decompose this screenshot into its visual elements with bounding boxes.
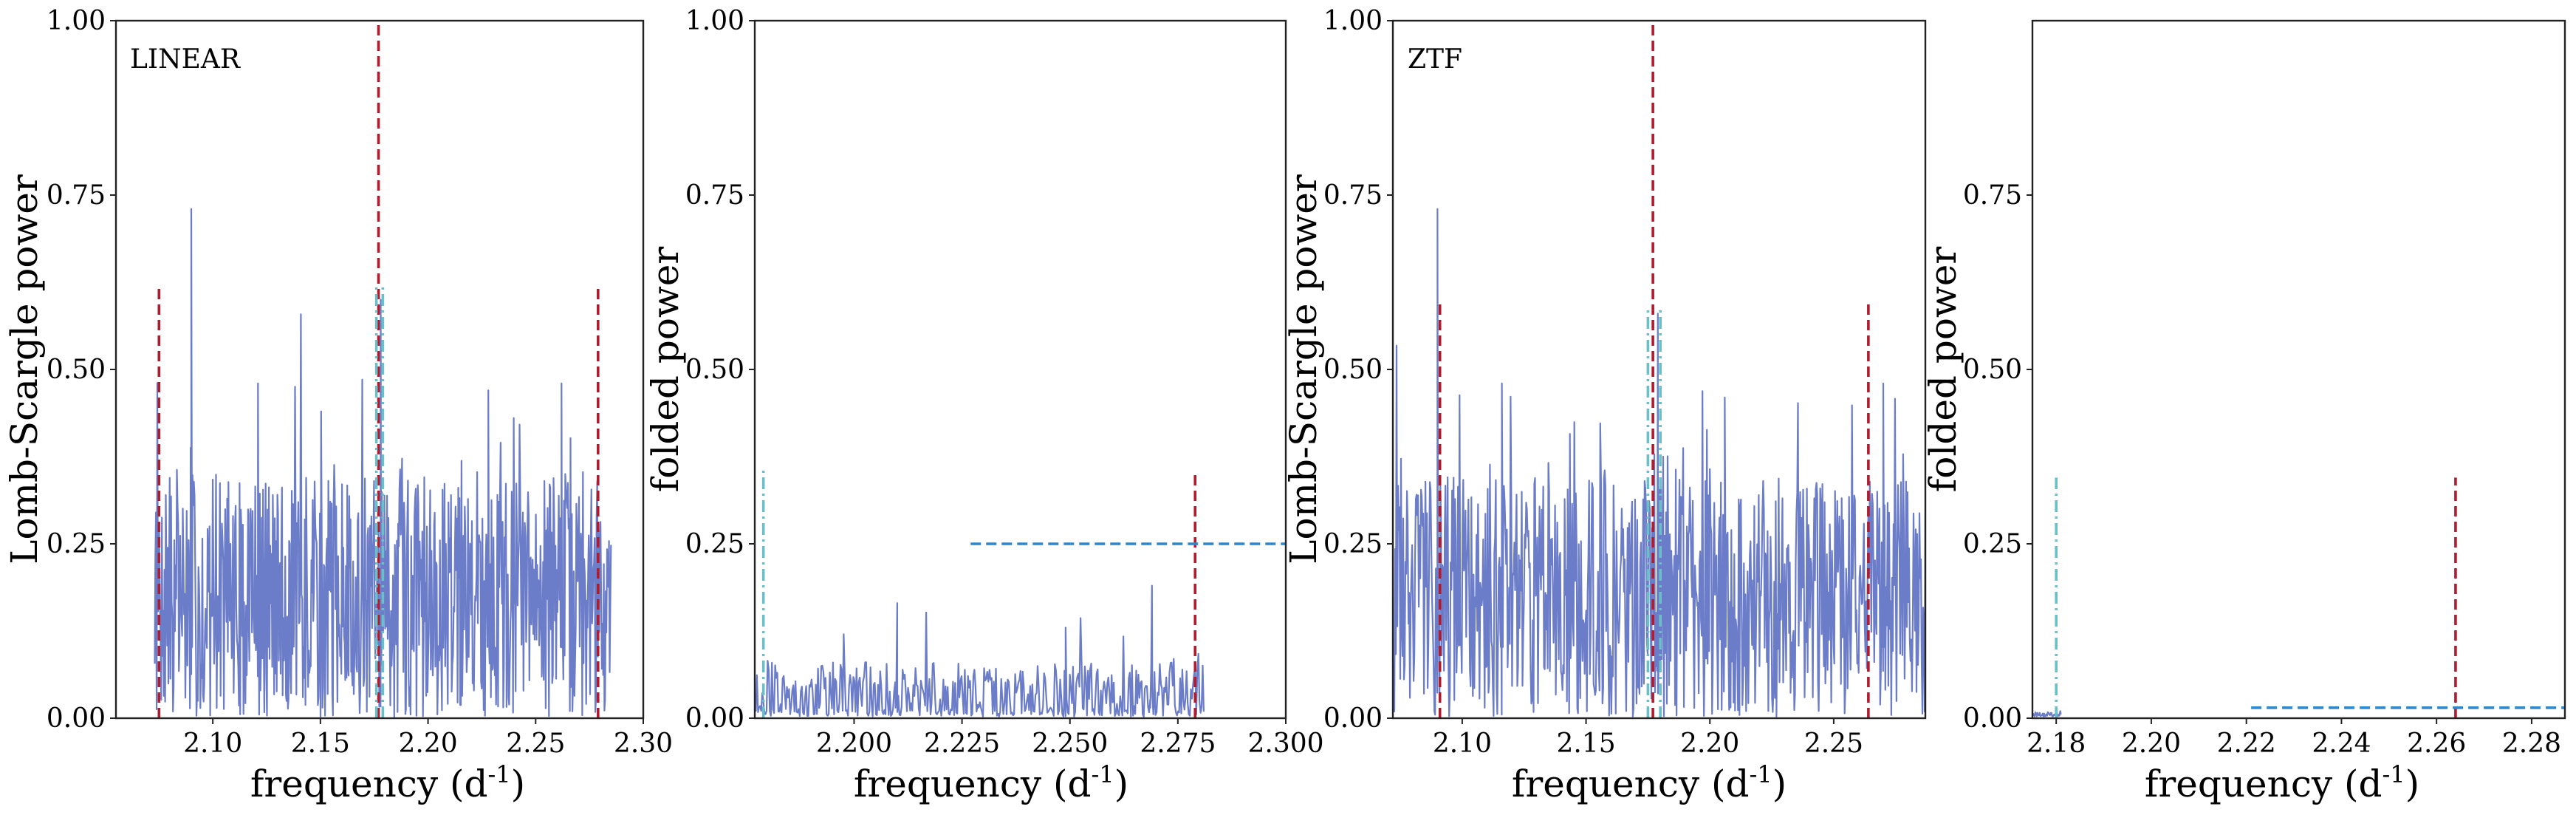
y-tick-label: 0.75 [47,180,106,211]
x-tick-label: 2.22 [2217,729,2276,759]
x-axis-title: frequency (d-1) [250,760,525,805]
y-axis-title: Lomb-Scargle power [1282,174,1325,565]
plot-area [1393,21,1925,718]
x-axis-title: frequency (d-1) [1512,760,1787,805]
y-tick-label: 1.00 [47,6,106,36]
y-tick-label: 0.00 [1963,703,2022,734]
power-series-line [1393,208,1925,717]
y-axis-title: Lomb-Scargle power [3,174,46,565]
y-axis-title: folded power [1922,247,1964,493]
x-tick-label: 2.25 [506,729,565,759]
x-tick-label: 2.225 [924,729,1000,759]
panel-label-ztf: ZTF [1408,44,1462,75]
y-tick-label: 0.50 [1963,355,2022,385]
y-tick-label: 0.75 [685,180,744,211]
x-tick-label: 2.15 [1556,729,1615,759]
x-tick-label: 2.25 [1804,729,1863,759]
y-tick-label: 1.00 [1323,6,1383,36]
y-tick-label: 0.00 [685,703,744,734]
x-tick-label: 2.15 [291,729,350,759]
x-tick-label: 2.10 [183,729,242,759]
x-tick-label: 2.10 [1433,729,1492,759]
x-tick-label: 2.26 [2407,729,2466,759]
x-axis-title: frequency (d-1) [2145,760,2419,805]
y-axis-title: folded power [644,247,687,493]
x-tick-label: 2.200 [816,729,892,759]
plot-area [755,470,1286,718]
x-tick-label: 2.28 [2502,729,2561,759]
x-tick-label: 2.250 [1032,729,1108,759]
panel-label-linear: LINEAR [130,44,241,75]
y-tick-label: 0.75 [1963,180,2022,211]
power-series-line [755,584,1205,718]
plot-area [154,21,612,718]
x-tick-label: 2.20 [398,729,457,759]
panel-linear-folded: frequency (d-1) folded power 0.00 0.25 0.5… [644,6,1324,805]
x-tick-label: 2.30 [614,729,673,759]
x-tick-label: 2.275 [1140,729,1216,759]
y-tick-label: 0.25 [685,529,744,559]
y-tick-label: 0.50 [685,355,744,385]
y-tick-label: 0.25 [47,529,106,559]
y-tick-label: 0.50 [1323,355,1383,385]
plot-area [2032,477,2565,718]
panel-linear-periodogram: LINEAR frequency (d-1) Lomb-Scargle powe… [3,6,673,805]
y-tick-label: 1.00 [685,6,744,36]
y-tick-label: 0.25 [1963,529,2022,559]
panel-ztf-folded: frequency (d-1) folded power 0.00 0.25 0.5… [1922,19,2566,805]
x-tick-label: 2.18 [2027,729,2086,759]
x-tick-label: 2.24 [2312,729,2371,759]
x-tick-label: 2.300 [1247,729,1323,759]
y-tick-label: 0.25 [1323,529,1383,559]
power-series-line [154,208,612,718]
y-tick-label: 0.75 [1323,180,1383,211]
y-tick-label: 0.50 [47,355,106,385]
y-tick-label: 0.00 [1323,703,1383,734]
x-tick-label: 2.20 [2122,729,2181,759]
panel-ztf-periodogram: ZTF frequency (d-1) Lomb-Scargle power 0… [1282,6,1927,805]
x-tick-label: 2.20 [1680,729,1739,759]
x-axis-title: frequency (d-1) [854,760,1128,805]
y-tick-label: 0.00 [47,703,106,734]
